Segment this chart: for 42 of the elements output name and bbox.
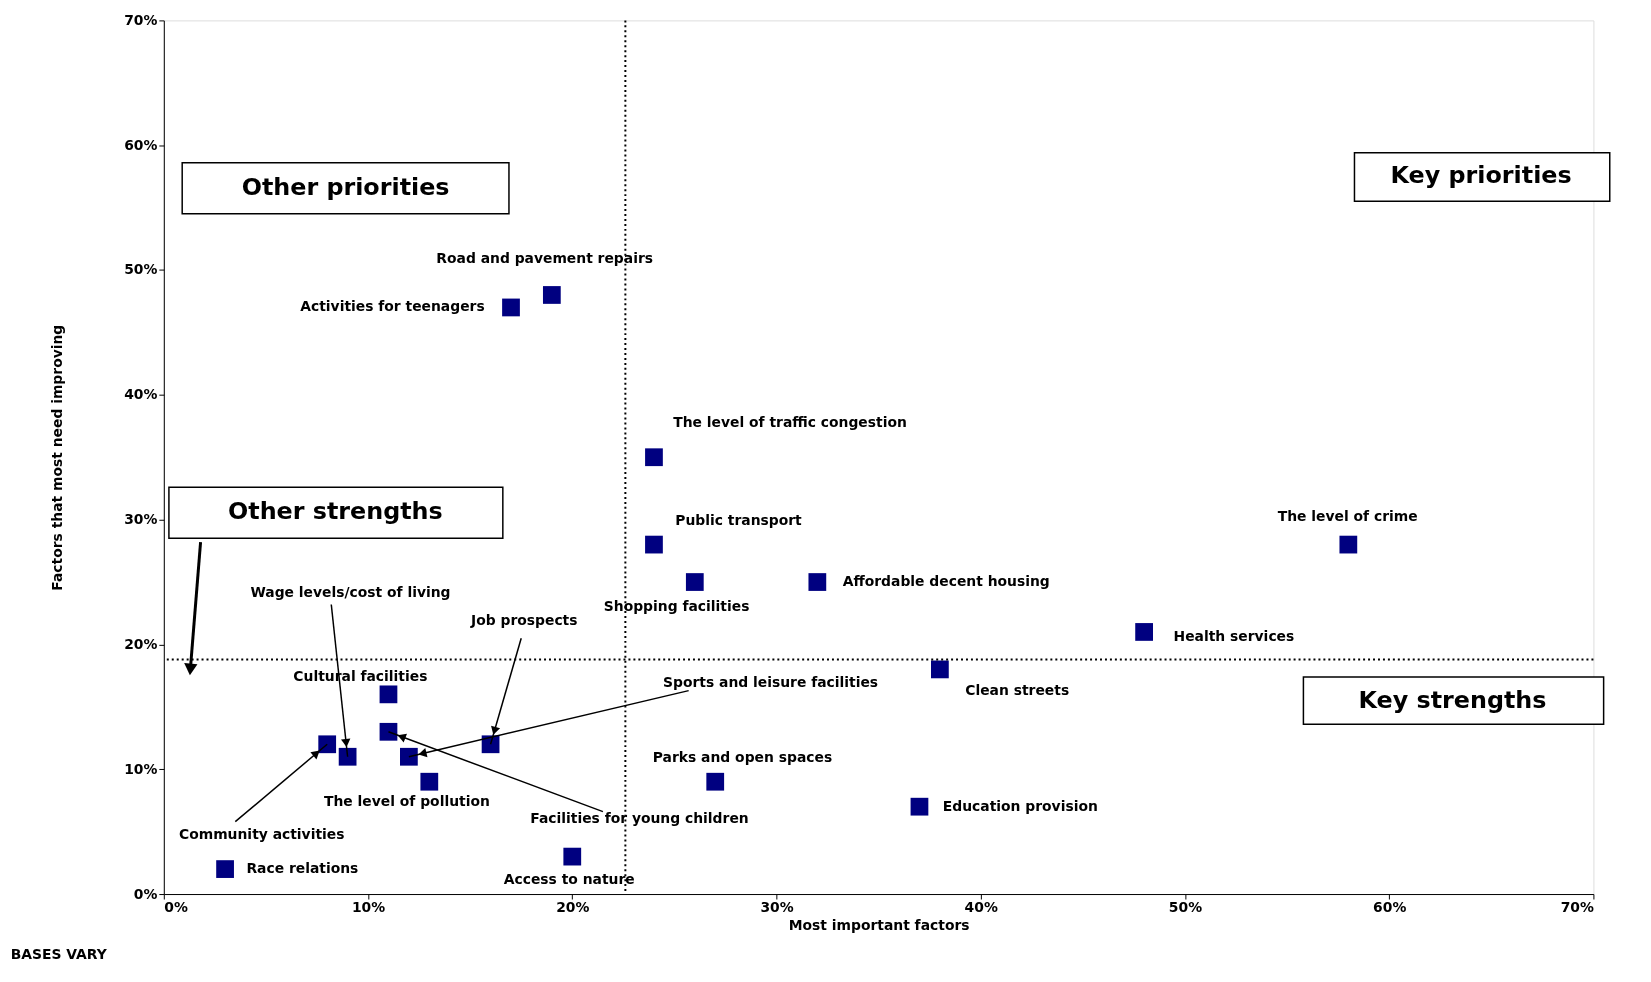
annotation: Shopping facilities — [603, 597, 750, 614]
annotation: Road and pavement repairs — [436, 249, 654, 266]
y-tick-label: 70% — [124, 11, 158, 28]
x-tick-label: 20% — [556, 899, 590, 916]
y-tick-label: 30% — [124, 511, 158, 528]
annotation: Public transport — [675, 511, 803, 528]
annotation: Education provision — [942, 797, 1098, 814]
y-tick-label: 10% — [124, 760, 158, 777]
annotation: The level of crime — [1277, 508, 1418, 525]
annotation: Other priorities — [241, 172, 450, 201]
annotation: Key priorities — [1390, 161, 1572, 190]
annotation: Race relations — [246, 860, 359, 877]
x-tick-label: 0% — [164, 899, 188, 916]
x-tick-label: 50% — [1168, 899, 1203, 916]
annotation: Key strengths — [1358, 685, 1547, 714]
x-tick-label: 40% — [964, 899, 998, 916]
y-tick-label: 60% — [124, 136, 158, 153]
text: BASES VARY — [10, 946, 108, 963]
y-axis-title: Factors that most need improving — [48, 324, 65, 591]
annotation: Clean streets — [965, 681, 1070, 698]
y-tick-label: 20% — [124, 635, 158, 652]
y-tick-label: 40% — [124, 386, 158, 403]
annotation: Community activities — [178, 826, 345, 843]
x-tick-label: 10% — [351, 899, 386, 916]
annotation: Wage levels/cost of living — [250, 584, 451, 601]
x-tick-label: 30% — [760, 899, 794, 916]
annotation: Other strengths — [228, 497, 443, 526]
annotation: Sports and leisure facilities — [663, 674, 879, 691]
annotation: The level of traffic congestion — [673, 414, 907, 431]
annotation: The level of pollution — [323, 792, 490, 809]
y-tick-label: 50% — [124, 261, 158, 278]
y-tick-label: 0% — [133, 885, 158, 902]
annotation: Access to nature — [503, 871, 635, 888]
x-tick-label: 60% — [1373, 899, 1407, 916]
annotation: Activities for teenagers — [300, 298, 485, 315]
annotation: Health services — [1173, 627, 1295, 644]
annotation: Job prospects — [470, 611, 578, 628]
annotation: Parks and open spaces — [652, 748, 833, 765]
annotation: Facilities for young children — [530, 810, 749, 827]
x-axis-title: Most important factors — [788, 917, 970, 934]
x-tick-label: 70% — [1560, 899, 1594, 916]
annotation: Affordable decent housing — [842, 573, 1050, 589]
